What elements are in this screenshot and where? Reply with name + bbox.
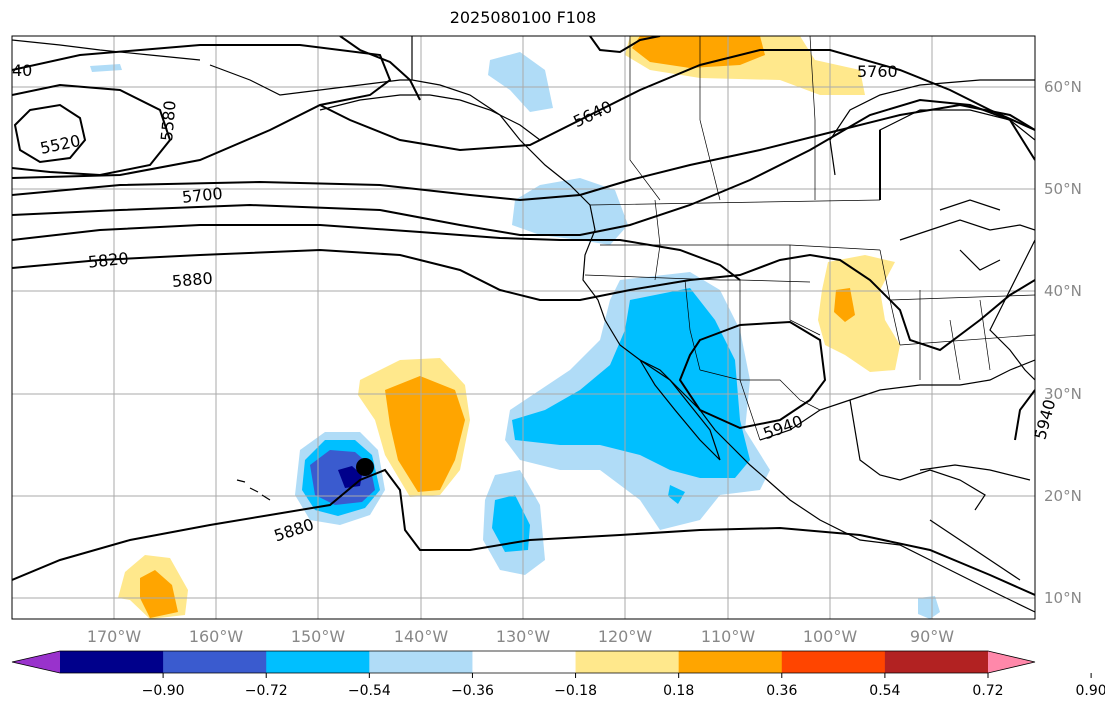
lat-label: 50°N	[1044, 180, 1082, 198]
lat-label: 20°N	[1044, 487, 1082, 505]
contour-label-5700: 5700	[181, 184, 223, 207]
contour-label-5580: 5580	[157, 100, 179, 142]
contour-label-40: 40	[12, 61, 32, 80]
coastlines	[12, 36, 1035, 613]
colorbar-segment	[884, 651, 989, 673]
colorbar: −0.90 −0.72 −0.54 −0.36 −0.18 0.18 0.36 0.54 0.7…	[11, 650, 1105, 699]
colorbar-segment	[163, 651, 267, 673]
colorbar-segment	[472, 651, 577, 673]
colorbar-tick-label: −0.18	[554, 683, 597, 699]
colorbar-tick-label: −0.36	[451, 683, 494, 699]
colorbar-tick-label: 0.54	[869, 683, 900, 699]
graticule	[12, 36, 1035, 619]
lat-label: 10°N	[1044, 589, 1082, 607]
contour-label-5760: 5760	[857, 62, 898, 81]
colorbar-tick-label: −0.72	[245, 683, 288, 699]
latitude-labels: 60°N 50°N 40°N 30°N 20°N 10°N	[1044, 78, 1082, 607]
lon-label: 150°W	[291, 627, 346, 646]
colorbar-extend-low	[12, 651, 60, 673]
anomaly-shading	[90, 36, 940, 619]
longitude-labels: 170°W 160°W 150°W 140°W 130°W 120°W 110°…	[87, 627, 954, 646]
lon-label: 90°W	[910, 627, 954, 646]
colorbar-segment	[266, 651, 370, 673]
colorbar-tick-label: 0.36	[766, 683, 797, 699]
height-contours	[12, 36, 1035, 596]
lat-label: 40°N	[1044, 282, 1082, 300]
colorbar-tick-label: −0.54	[348, 683, 391, 699]
contour-label-5880-north: 5880	[171, 268, 213, 290]
lon-label: 100°W	[803, 627, 858, 646]
storm-center-marker	[356, 458, 374, 476]
lat-label: 60°N	[1044, 78, 1082, 96]
lon-label: 130°W	[496, 627, 551, 646]
colorbar-tick-label: 0.72	[972, 683, 1003, 699]
colorbar-extend-high	[988, 651, 1035, 673]
lon-label: 140°W	[394, 627, 449, 646]
map-frame	[11, 35, 1036, 620]
lon-label: 110°W	[701, 627, 756, 646]
colorbar-tick-label: −0.90	[142, 683, 185, 699]
colorbar-tick-label: 0.18	[663, 683, 694, 699]
colorbar-segment	[781, 651, 886, 673]
lat-label: 30°N	[1044, 385, 1082, 403]
colorbar-segment	[575, 651, 680, 673]
colorbar-outline	[11, 650, 1036, 674]
map-title: 2025080100 F108	[449, 8, 597, 27]
colorbar-segment	[369, 651, 473, 673]
lon-label: 120°W	[598, 627, 653, 646]
lon-label: 170°W	[87, 627, 142, 646]
lon-label: 160°W	[189, 627, 244, 646]
colorbar-tick-label: 0.90	[1076, 683, 1105, 699]
colorbar-segment	[60, 651, 164, 673]
contour-label-5820: 5820	[87, 249, 129, 272]
colorbar-segment	[678, 651, 783, 673]
